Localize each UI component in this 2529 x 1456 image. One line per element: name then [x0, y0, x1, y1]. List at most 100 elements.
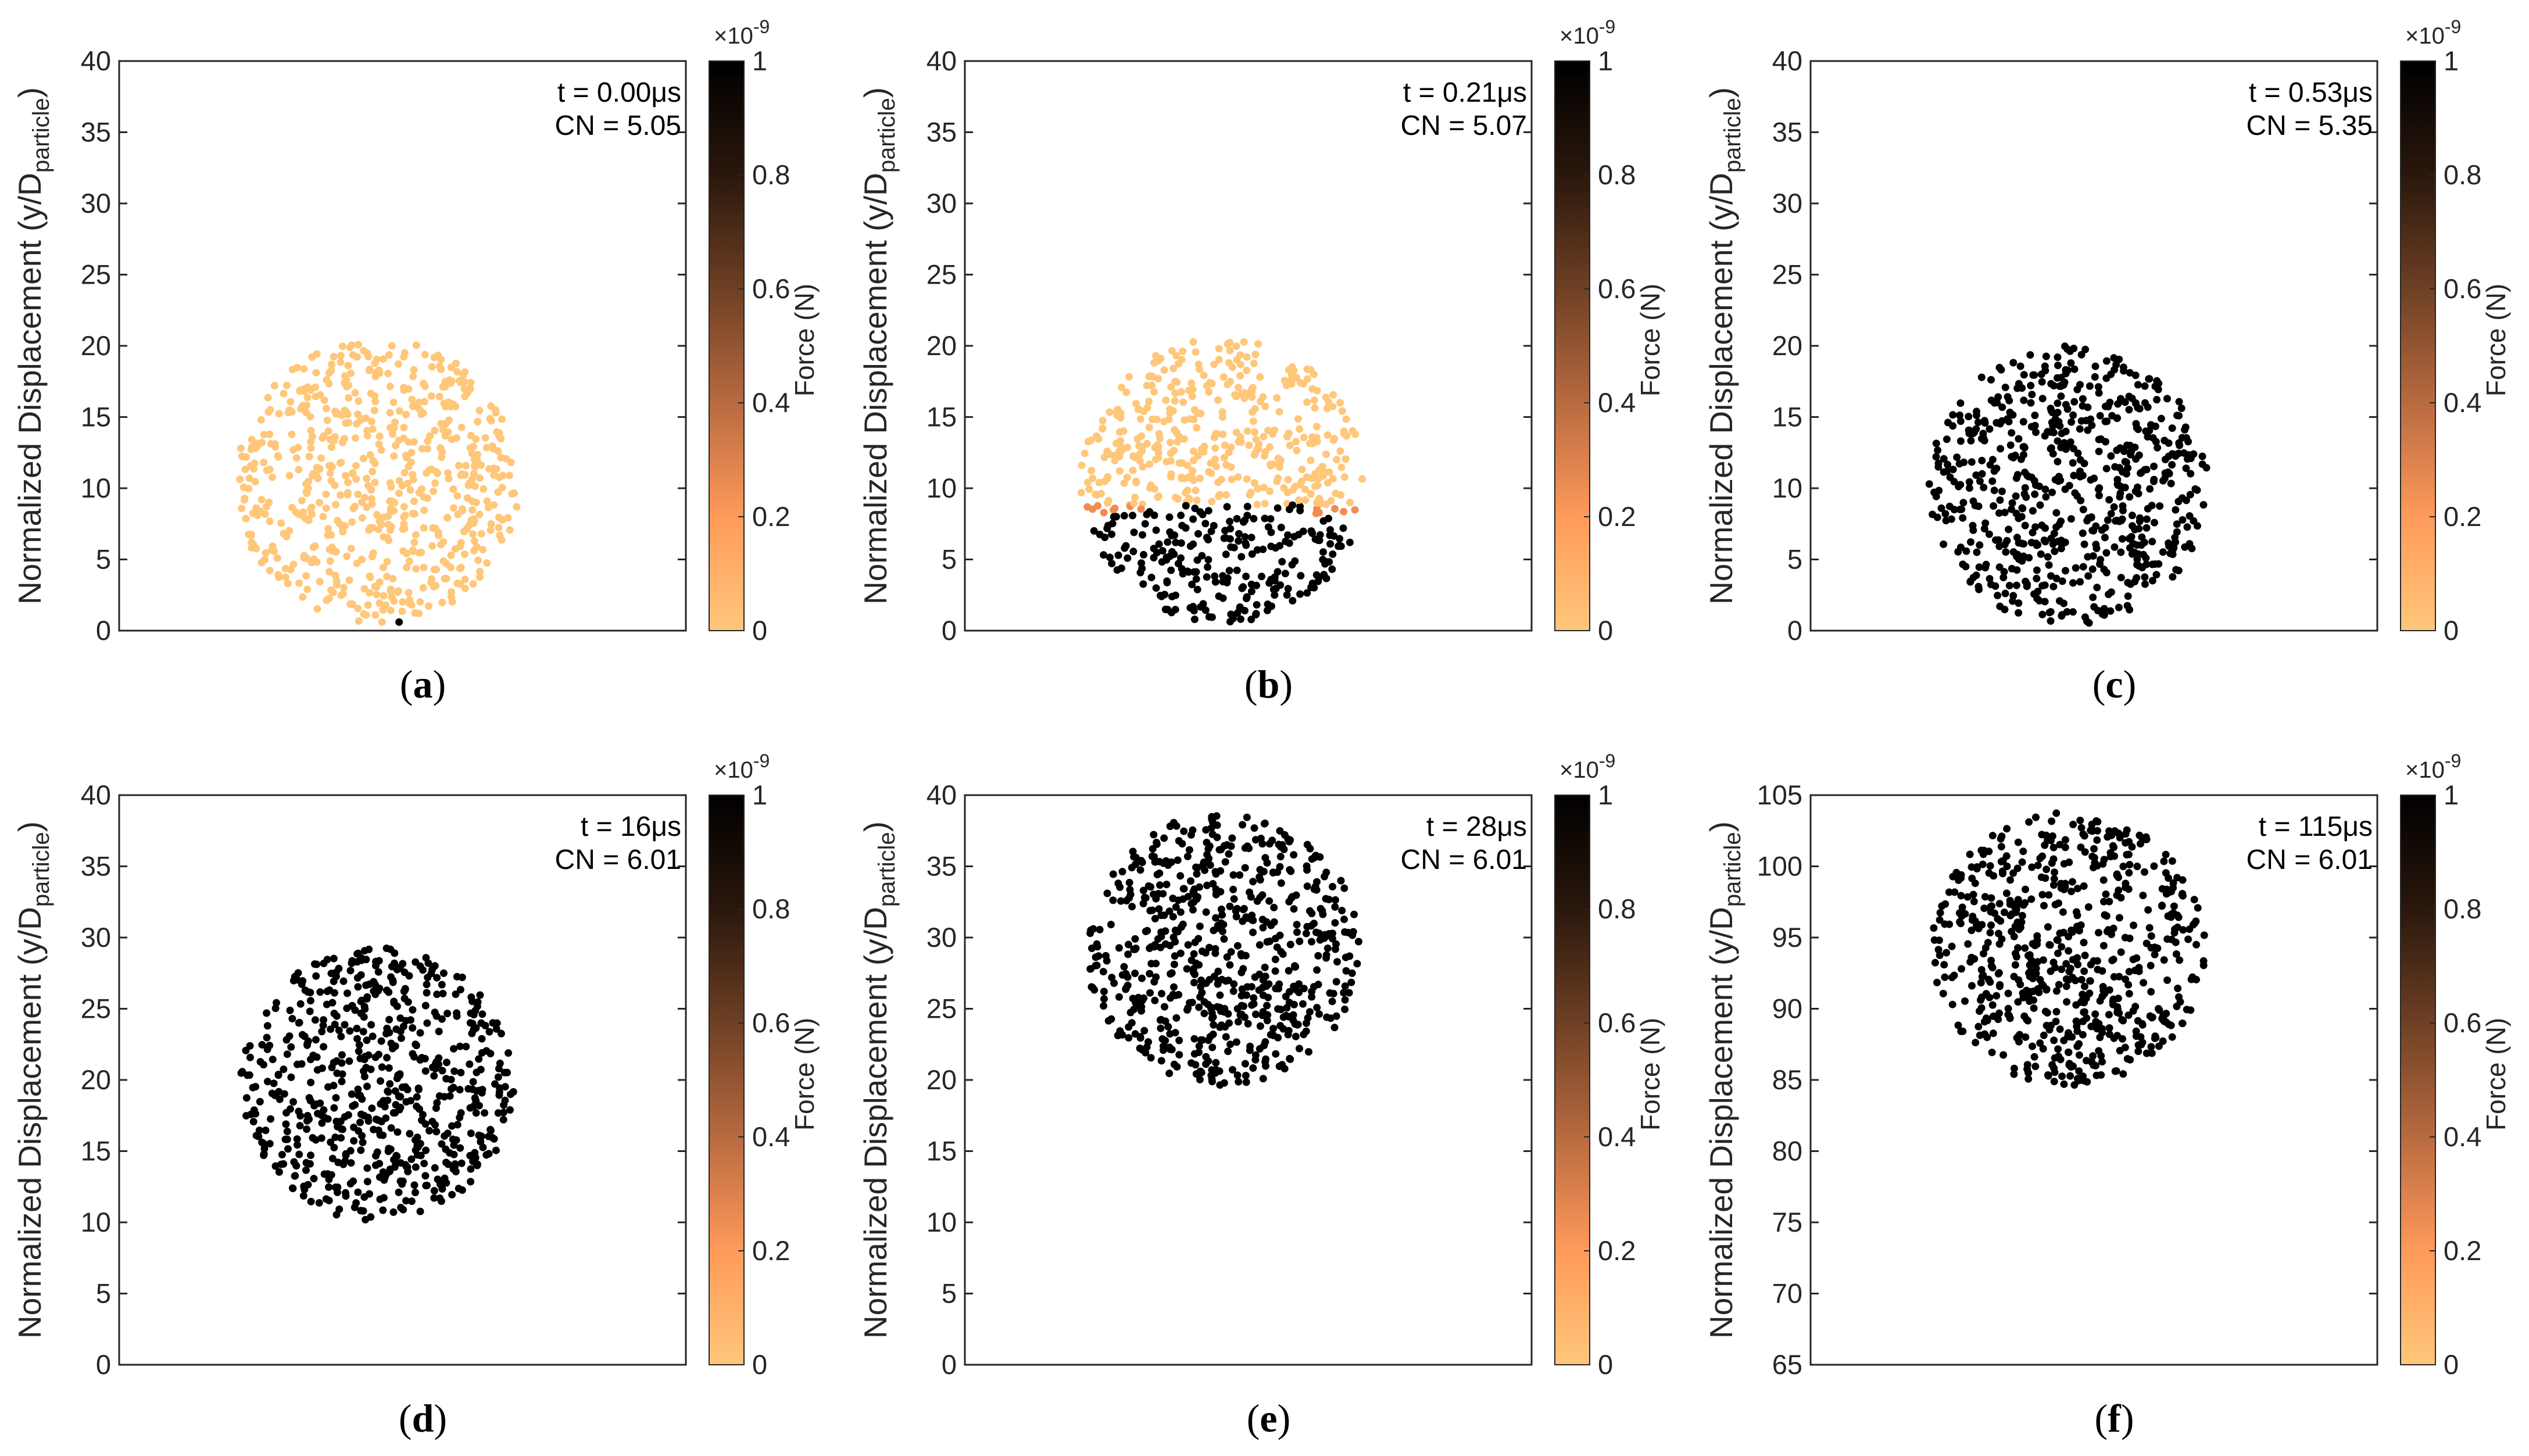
- particle-point: [2192, 917, 2200, 925]
- particle-point: [1172, 822, 1181, 830]
- particle-point: [2081, 345, 2090, 353]
- particle-point: [494, 488, 502, 496]
- particle-point: [325, 1183, 332, 1191]
- particle-point: [2095, 492, 2103, 499]
- particle-point: [1955, 460, 1963, 468]
- particle-point: [2014, 998, 2022, 1006]
- colorbar-tick-label: 0.8: [752, 893, 790, 924]
- particle-point: [1342, 455, 1350, 463]
- particle-point: [1183, 567, 1192, 575]
- colorbar-exponent: ×10-9: [1559, 750, 1615, 783]
- particle-point: [2126, 1056, 2134, 1064]
- particle-point: [1167, 383, 1175, 391]
- particle-point: [467, 1178, 475, 1186]
- particle-point: [1308, 993, 1316, 1001]
- particle-point: [1100, 551, 1108, 559]
- particle-point: [1996, 981, 2004, 989]
- y-tick-label: 30: [1772, 188, 1802, 219]
- particle-point: [266, 517, 274, 525]
- particle-point: [2060, 1036, 2068, 1044]
- particle-point: [1170, 550, 1178, 558]
- particle-point: [403, 1086, 412, 1093]
- particle-point: [1265, 840, 1274, 848]
- particle-point: [1252, 611, 1260, 618]
- particle-point: [400, 424, 408, 431]
- particle-point: [363, 427, 371, 435]
- particle-point: [1967, 538, 1974, 546]
- particle-point: [1120, 511, 1128, 520]
- particle-point: [323, 956, 331, 964]
- particle-point: [1976, 477, 1984, 485]
- particle-point: [1219, 572, 1227, 580]
- particle-point: [325, 545, 334, 553]
- particle-point: [1232, 1038, 1240, 1046]
- particle-point: [360, 1072, 369, 1081]
- particle-point: [453, 434, 461, 442]
- particle-point: [330, 437, 338, 445]
- particle-point: [1173, 1063, 1181, 1071]
- particle-point: [2062, 366, 2070, 374]
- y-tick-label: 35: [81, 117, 111, 148]
- particle-point: [395, 437, 403, 444]
- particle-point: [363, 1036, 371, 1044]
- particle-point: [2152, 571, 2160, 579]
- particle-point: [2141, 573, 2149, 581]
- particle-point: [1167, 566, 1175, 574]
- particle-point: [1133, 1001, 1142, 1010]
- particle-point: [2031, 490, 2039, 498]
- particle-point: [2040, 1031, 2048, 1039]
- particle-point: [1222, 461, 1230, 469]
- particle-point: [296, 1122, 304, 1130]
- particle-point: [1995, 900, 2004, 908]
- particle-point: [368, 1104, 376, 1112]
- particle-point: [1248, 550, 1256, 558]
- particle-point: [1150, 485, 1158, 493]
- particle-point: [425, 1126, 434, 1135]
- particle-point: [1331, 505, 1339, 513]
- particle-point: [1329, 391, 1337, 399]
- particle-point: [1970, 897, 1978, 906]
- particle-point: [322, 490, 330, 498]
- y-tick-label: 10: [81, 1207, 111, 1237]
- particle-point: [2077, 417, 2086, 425]
- colorbar: [709, 795, 745, 1365]
- particle-point: [253, 511, 262, 519]
- particle-point: [2047, 534, 2055, 542]
- particle-point: [504, 514, 512, 522]
- particle-point: [1290, 851, 1298, 859]
- particle-point: [1208, 498, 1216, 506]
- particle-point: [458, 505, 466, 513]
- particle-point: [1986, 425, 1994, 433]
- particle-point: [1351, 506, 1359, 514]
- cn-annotation: CN = 6.01: [555, 845, 681, 875]
- particle-point: [2054, 353, 2062, 362]
- particle-point: [2006, 911, 2015, 920]
- particle-point: [1243, 503, 1251, 510]
- particle-point: [1284, 585, 1292, 593]
- particle-point: [2062, 982, 2070, 990]
- particle-point: [2123, 851, 2131, 858]
- particle-point: [1212, 463, 1221, 470]
- particle-point: [1330, 1024, 1339, 1032]
- particle-point: [2116, 489, 2124, 498]
- particle-point: [1226, 618, 1234, 625]
- particle-point: [1259, 924, 1267, 932]
- colorbar-tick-label: 0: [752, 1349, 767, 1380]
- particle-point: [2135, 517, 2144, 525]
- particle-point: [2018, 384, 2026, 392]
- particle-point: [2066, 964, 2074, 972]
- particle-point: [2153, 396, 2161, 404]
- particle-point: [1189, 906, 1197, 914]
- particle-point: [318, 1028, 326, 1036]
- particle-point: [327, 1171, 335, 1179]
- particle-point: [1120, 479, 1128, 487]
- y-axis-label: Normalized Displacement (y/Dparticle): [1703, 821, 1745, 1339]
- y-tick-label: 80: [1772, 1136, 1802, 1167]
- particle-point: [1150, 511, 1158, 519]
- particle-point: [1272, 985, 1280, 993]
- particle-point: [2015, 609, 2023, 617]
- particle-point: [2092, 817, 2101, 825]
- particle-point: [409, 471, 417, 479]
- particle-point: [1342, 415, 1350, 423]
- particle-point: [1335, 542, 1343, 549]
